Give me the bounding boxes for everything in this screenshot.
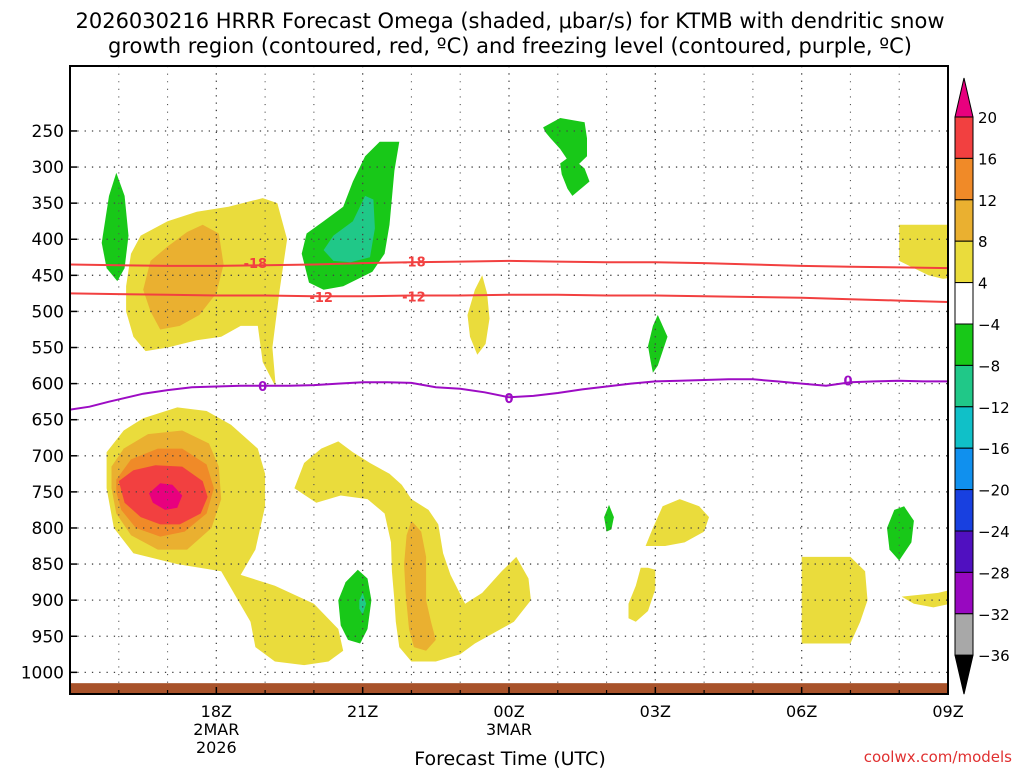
y-tick-label: 650 (32, 411, 64, 431)
contour-label: 0 (504, 392, 513, 407)
x-tick-label: 09Z (932, 702, 963, 721)
colorbar-swatch (954, 613, 974, 656)
omega-region-24 (901, 590, 948, 608)
x-tick-label: 18Z (201, 702, 232, 721)
colorbar: 20 16 12 8 4 −4 −8 −12 −16 −20 −24 −28 −32 −36 (954, 77, 1010, 695)
x-axis-label: Forecast Time (UTC) (414, 748, 605, 768)
omega-shaded-regions (101, 118, 948, 666)
omega-region-11 (543, 118, 587, 166)
omega-region-20 (628, 567, 656, 622)
grid-lines (70, 66, 948, 694)
colorbar-label: 20 (978, 109, 997, 127)
x-tick-label: 2026 (196, 738, 237, 757)
colorbar-swatch (954, 364, 974, 408)
colorbar-label: −24 (978, 523, 1010, 541)
colorbar-label: −36 (978, 647, 1010, 665)
y-tick-label: 1000 (21, 663, 64, 683)
contour-label: -18 (244, 257, 268, 272)
colorbar-swatch (954, 323, 974, 366)
chart-title-line2: growth region (contoured, red, ºC) and f… (108, 34, 912, 58)
colorbar-swatch (954, 199, 974, 242)
y-tick-label: 250 (32, 122, 64, 142)
temperature-contours: -18 -18 -12 -12 0 0 0 (70, 256, 948, 411)
colorbar-label: −16 (978, 440, 1010, 458)
omega-region-17 (359, 592, 367, 615)
colorbar-label: −28 (978, 564, 1010, 582)
colorbar-label: −32 (978, 606, 1010, 624)
contour-label: -12 (309, 291, 333, 306)
chart-title-line1: 2026030216 HRRR Forecast Omega (shaded, … (75, 9, 944, 33)
colorbar-swatch (954, 116, 974, 159)
colorbar-label: −12 (978, 399, 1010, 417)
colorbar-label: 12 (978, 192, 997, 210)
colorbar-swatch (954, 406, 974, 449)
y-tick-label: 500 (32, 302, 64, 322)
y-tick-label: 450 (32, 266, 64, 286)
omega-region-8 (301, 141, 400, 290)
y-tick-label: 400 (32, 230, 64, 250)
omega-region-15 (404, 520, 436, 651)
x-tick-label: 21Z (347, 702, 378, 721)
y-tick-label: 950 (32, 627, 64, 647)
contour-label: -12 (402, 290, 426, 305)
colorbar-bottom-arrow (954, 654, 974, 695)
x-tick-label: 06Z (786, 702, 817, 721)
colorbar-label: 8 (978, 233, 988, 251)
y-tick-label: 300 (32, 158, 64, 178)
colorbar-swatch (954, 447, 974, 491)
contour-label: -18 (402, 256, 426, 271)
omega-region-12 (560, 156, 590, 196)
colorbar-swatch (954, 530, 974, 573)
omega-region-19 (645, 499, 709, 546)
omega-region-13 (648, 315, 668, 373)
omega-region-21 (801, 556, 868, 644)
y-tick-label: 850 (32, 555, 64, 575)
y-tick-label: 350 (32, 194, 64, 214)
y-tick-label: 600 (32, 375, 64, 395)
colorbar-label: −8 (978, 357, 1000, 375)
pressure-axis: 250 300 350 400 450 500 550 600 650 700 750 800 850 9… (21, 122, 77, 683)
colorbar-label: 16 (978, 150, 997, 168)
colorbar-swatch (954, 282, 974, 325)
contour-line-2 (70, 378, 948, 411)
colorbar-swatch (954, 157, 974, 201)
colorbar-label: −4 (978, 316, 1000, 334)
contour-label: 0 (843, 375, 852, 390)
contour-line-1 (70, 292, 948, 304)
omega-region-7 (101, 172, 129, 282)
omega-region-10 (467, 275, 490, 355)
omega-region-16 (338, 569, 372, 644)
omega-region-18 (604, 504, 614, 532)
x-tick-label: 3MAR (486, 720, 532, 739)
colorbar-swatch (954, 240, 974, 284)
omega-region-23 (899, 224, 948, 279)
contour-label: 0 (258, 380, 267, 395)
y-tick-label: 700 (32, 447, 64, 467)
colorbar-label: 4 (978, 275, 988, 293)
omega-region-6 (143, 224, 224, 330)
x-tick-label: 2MAR (193, 720, 239, 739)
y-tick-label: 800 (32, 519, 64, 539)
contour-line-0 (70, 259, 948, 270)
omega-region-4 (149, 483, 183, 510)
y-tick-label: 750 (32, 483, 64, 503)
x-tick-label: 03Z (640, 702, 671, 721)
watermark-text: coolwx.com/models (864, 748, 1012, 766)
colorbar-swatch (954, 489, 974, 532)
omega-region-22 (887, 506, 914, 561)
y-tick-label: 550 (32, 339, 64, 359)
colorbar-top-arrow (954, 77, 974, 118)
colorbar-swatch (954, 571, 974, 615)
colorbar-label: −20 (978, 482, 1010, 500)
y-tick-label: 900 (32, 591, 64, 611)
x-tick-label: 00Z (493, 702, 524, 721)
